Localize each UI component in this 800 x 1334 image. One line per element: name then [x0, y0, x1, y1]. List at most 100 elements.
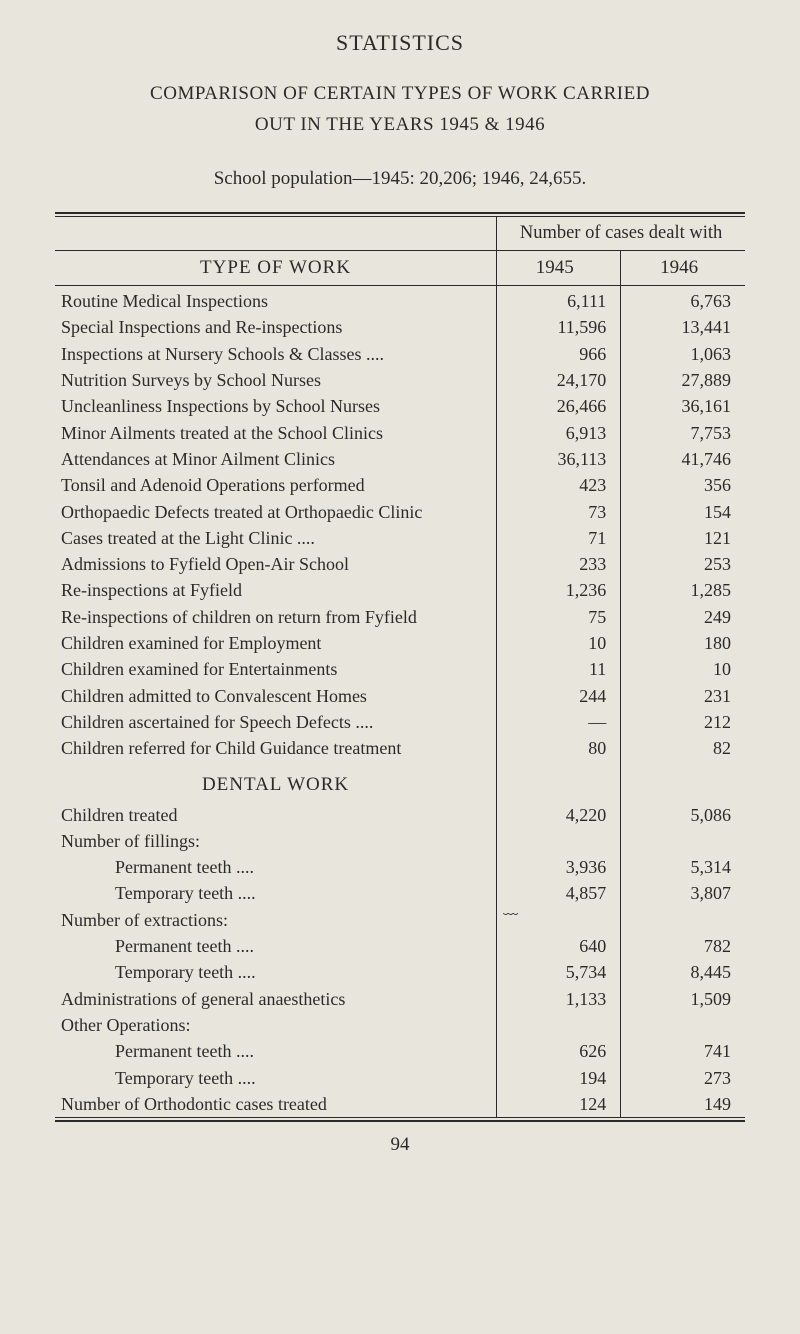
row-label: Admissions to Fyfield Open-Air School	[55, 551, 497, 577]
row-value-1946: 253	[621, 551, 745, 577]
row-label: Children ascertained for Speech Defects …	[55, 709, 497, 735]
row-label: Uncleanliness Inspections by School Nurs…	[55, 393, 497, 419]
row-label: Number of extractions:	[55, 907, 497, 933]
row-value-1945: 6,913	[497, 420, 621, 446]
page-title: STATISTICS	[55, 30, 745, 56]
subtitle-line-1: COMPARISON OF CERTAIN TYPES OF WORK CARR…	[55, 81, 745, 108]
squiggle-mark: ﹋	[503, 912, 518, 932]
row-value-1945: 966	[497, 341, 621, 367]
row-value-1945: 5,734	[497, 959, 621, 985]
row-value-1946: 6,763	[621, 286, 745, 315]
row-value-1946: 8,445	[621, 959, 745, 985]
row-label: Re-inspections of children on return fro…	[55, 604, 497, 630]
table-row: Minor Ailments treated at the School Cli…	[55, 420, 745, 446]
page-number: 94	[55, 1134, 745, 1156]
table-row: Orthopaedic Defects treated at Orthopaed…	[55, 499, 745, 525]
row-label: Special Inspections and Re-inspections	[55, 314, 497, 340]
table-row: Temporary teeth ....5,7348,445	[55, 959, 745, 985]
subtitle-line-2: OUT IN THE YEARS 1945 & 1946	[55, 112, 745, 139]
row-value-1946: 41,746	[621, 446, 745, 472]
row-value-1945: 80	[497, 735, 621, 761]
row-label: Temporary teeth ....	[55, 1065, 497, 1091]
row-label: Permanent teeth ....	[55, 854, 497, 880]
row-label: Children referred for Child Guidance tre…	[55, 735, 497, 761]
row-value-1945: 233	[497, 551, 621, 577]
table-row: Inspections at Nursery Schools & Classes…	[55, 341, 745, 367]
row-label: Children treated	[55, 802, 497, 828]
table-row: Number of fillings:	[55, 828, 745, 854]
table-row: Uncleanliness Inspections by School Nurs…	[55, 393, 745, 419]
table-row: Temporary teeth ....194273	[55, 1065, 745, 1091]
document-page: STATISTICS COMPARISON OF CERTAIN TYPES O…	[55, 30, 745, 1156]
row-label: Children admitted to Convalescent Homes	[55, 683, 497, 709]
row-value-1945: 423	[497, 472, 621, 498]
row-label: Temporary teeth ....	[55, 959, 497, 985]
row-label: Cases treated at the Light Clinic ....	[55, 525, 497, 551]
row-value-1946: 5,086	[621, 802, 745, 828]
row-value-1945: 640	[497, 933, 621, 959]
row-value-1946: 273	[621, 1065, 745, 1091]
row-value-1946: 1,509	[621, 986, 745, 1012]
table-row: Tonsil and Adenoid Operations performed4…	[55, 472, 745, 498]
row-value-1945: 71	[497, 525, 621, 551]
row-label: Permanent teeth ....	[55, 1038, 497, 1064]
table-row: Admissions to Fyfield Open-Air School233…	[55, 551, 745, 577]
row-value-1946: 249	[621, 604, 745, 630]
row-label: Number of fillings:	[55, 828, 497, 854]
row-value-1945: 6,111	[497, 286, 621, 315]
row-value-1945: 4,220	[497, 802, 621, 828]
row-value-1946: 154	[621, 499, 745, 525]
row-label: Inspections at Nursery Schools & Classes…	[55, 341, 497, 367]
row-value-1945: 3,936	[497, 854, 621, 880]
year-row: TYPE OF WORK 1945 1946	[55, 251, 745, 286]
table-row: Children treated4,2205,086	[55, 802, 745, 828]
row-value-1946: 5,314	[621, 854, 745, 880]
row-label: Routine Medical Inspections	[55, 286, 497, 315]
row-value-1945: 124	[497, 1091, 621, 1117]
row-value-1946: 36,161	[621, 393, 745, 419]
table-row: Cases treated at the Light Clinic ....71…	[55, 525, 745, 551]
table-row: Nutrition Surveys by School Nurses24,170…	[55, 367, 745, 393]
table-row: Children ascertained for Speech Defects …	[55, 709, 745, 735]
row-value-1945: 1,133	[497, 986, 621, 1012]
dental-heading-row: DENTAL WORK	[55, 762, 745, 802]
row-label: Other Operations:	[55, 1012, 497, 1038]
table-row: Children examined for Entertainments1110	[55, 656, 745, 682]
row-value-1946: 356	[621, 472, 745, 498]
table-row: Administrations of general anaesthetics1…	[55, 986, 745, 1012]
header-row: Number of cases dealt with	[55, 217, 745, 251]
row-value-1945: 73	[497, 499, 621, 525]
row-value-1946	[621, 907, 745, 933]
row-value-1945: 36,113	[497, 446, 621, 472]
row-value-1945: 244	[497, 683, 621, 709]
row-value-1945: ﹋	[497, 907, 621, 933]
bottom-rule	[55, 1117, 745, 1122]
table-row: Special Inspections and Re-inspections11…	[55, 314, 745, 340]
row-value-1945: 75	[497, 604, 621, 630]
table-row: Attendances at Minor Ailment Clinics36,1…	[55, 446, 745, 472]
row-value-1946: 82	[621, 735, 745, 761]
row-label: Tonsil and Adenoid Operations performed	[55, 472, 497, 498]
table-row: Re-inspections at Fyfield1,2361,285	[55, 577, 745, 603]
row-label: Children examined for Employment	[55, 630, 497, 656]
row-value-1946: 1,063	[621, 341, 745, 367]
row-value-1945: —	[497, 709, 621, 735]
row-value-1946: 782	[621, 933, 745, 959]
row-label: Attendances at Minor Ailment Clinics	[55, 446, 497, 472]
table-row: Permanent teeth ....3,9365,314	[55, 854, 745, 880]
row-value-1945: 26,466	[497, 393, 621, 419]
row-value-1945: 24,170	[497, 367, 621, 393]
dental-heading: DENTAL WORK	[55, 762, 497, 802]
row-label: Minor Ailments treated at the School Cli…	[55, 420, 497, 446]
row-label: Permanent teeth ....	[55, 933, 497, 959]
row-value-1946: 121	[621, 525, 745, 551]
work-rows-body: Routine Medical Inspections6,1116,763Spe…	[55, 286, 745, 762]
row-value-1946: 741	[621, 1038, 745, 1064]
row-label: Temporary teeth ....	[55, 880, 497, 906]
row-value-1946	[621, 828, 745, 854]
row-value-1946: 7,753	[621, 420, 745, 446]
row-value-1945	[497, 1012, 621, 1038]
row-value-1946: 27,889	[621, 367, 745, 393]
table-row: Permanent teeth ....640782	[55, 933, 745, 959]
row-value-1946	[621, 1012, 745, 1038]
